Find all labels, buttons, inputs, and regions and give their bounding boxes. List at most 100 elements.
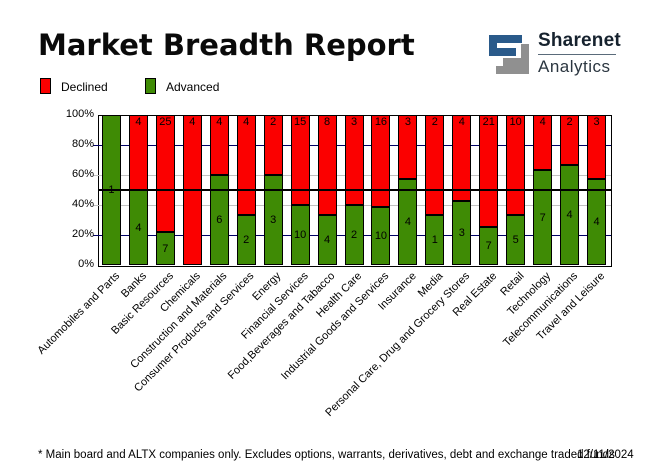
declined-value-label: 2 bbox=[566, 116, 573, 128]
bar-segment-declined bbox=[344, 115, 364, 205]
advanced-value-label: 4 bbox=[566, 209, 573, 221]
logo-line1: Sharenet bbox=[538, 30, 621, 51]
bar-segment-advanced bbox=[209, 175, 229, 265]
advanced-value-label: 2 bbox=[243, 234, 250, 246]
bar-segment-declined bbox=[317, 115, 337, 215]
bar-industrial-goods-and-services: 16 10 bbox=[371, 115, 391, 265]
bar-segment-declined bbox=[452, 115, 472, 201]
bar-segment-advanced bbox=[236, 215, 256, 265]
declined-value-label: 4 bbox=[135, 116, 142, 128]
y-tick-label: 100% bbox=[65, 108, 94, 120]
bar-segment-declined bbox=[560, 115, 580, 165]
logo-divider bbox=[538, 54, 616, 55]
bar-segment-declined bbox=[236, 115, 256, 215]
bar-segment-advanced bbox=[290, 205, 310, 265]
declined-value-label: 2 bbox=[270, 116, 277, 128]
bar-segment-advanced bbox=[479, 227, 499, 265]
declined-value-label: 2 bbox=[431, 116, 438, 128]
advanced-value-label: 4 bbox=[135, 221, 142, 234]
bar-segment-declined bbox=[371, 115, 391, 207]
declined-value-label: 16 bbox=[374, 116, 388, 128]
bar-segment-advanced bbox=[263, 175, 283, 265]
advanced-value-label: 2 bbox=[350, 229, 358, 241]
advanced-value-label: 3 bbox=[270, 214, 277, 226]
footnote-text: * Main board and ALTX companies only. Ex… bbox=[38, 449, 615, 461]
y-tick-label: 80% bbox=[71, 138, 94, 150]
bar-segment-advanced bbox=[533, 170, 553, 265]
bar-segment-advanced bbox=[587, 179, 607, 265]
bar-segment-advanced bbox=[155, 232, 175, 265]
reference-line-50pct bbox=[98, 189, 611, 191]
bar-segment-declined bbox=[155, 115, 175, 232]
advanced-swatch-icon bbox=[145, 78, 156, 94]
bar-segment-advanced bbox=[425, 215, 445, 265]
advanced-value-label: 3 bbox=[458, 227, 465, 239]
bar-segment-declined bbox=[398, 115, 418, 179]
y-tick-label: 60% bbox=[71, 168, 94, 180]
sharenet-logo-icon bbox=[489, 35, 529, 74]
bar-segment-declined bbox=[209, 115, 229, 175]
declined-value-label: 3 bbox=[593, 116, 600, 128]
bar-segment-declined bbox=[479, 115, 499, 227]
bar-segment-advanced bbox=[371, 207, 391, 265]
bar-segment-declined bbox=[533, 115, 553, 170]
declined-swatch-icon bbox=[40, 78, 51, 94]
x-category-label: Automobiles and Parts bbox=[35, 270, 122, 357]
bar-segment-advanced bbox=[317, 215, 337, 265]
declined-value-label: 4 bbox=[458, 116, 465, 128]
advanced-value-label: 1 bbox=[431, 234, 438, 246]
bar-segment-advanced bbox=[506, 215, 526, 265]
advanced-value-label: 7 bbox=[485, 240, 492, 252]
bar-segment-declined bbox=[506, 115, 526, 215]
logo-wordmark: Sharenet Analytics bbox=[538, 30, 621, 77]
sharenet-logo: Sharenet Analytics bbox=[487, 30, 637, 76]
declined-value-label: 15 bbox=[293, 116, 307, 128]
declined-value-label: 4 bbox=[216, 116, 223, 128]
declined-value-label: 4 bbox=[189, 116, 196, 128]
advanced-value-label: 4 bbox=[404, 216, 411, 228]
bar-segment-declined bbox=[587, 115, 607, 179]
logo-line2: Analytics bbox=[538, 57, 611, 76]
bar-segment-declined bbox=[425, 115, 445, 215]
advanced-value-label: 7 bbox=[162, 242, 169, 255]
bar-basic-resources: 25 7 bbox=[155, 115, 175, 265]
advanced-value-label: 7 bbox=[539, 211, 546, 224]
declined-value-label: 21 bbox=[482, 116, 495, 128]
advanced-value-label: 4 bbox=[593, 216, 600, 228]
advanced-value-label: 10 bbox=[293, 229, 307, 241]
y-tick-label: 0% bbox=[78, 258, 94, 270]
y-tick-label: 40% bbox=[71, 198, 94, 210]
declined-value-label: 3 bbox=[350, 116, 358, 128]
legend-label-advanced: Advanced bbox=[166, 80, 220, 94]
y-tick-label: 20% bbox=[71, 228, 94, 240]
declined-value-label: 8 bbox=[323, 116, 331, 128]
advanced-value-label: 6 bbox=[216, 214, 223, 226]
report-date: 12/11/2024 bbox=[577, 449, 634, 461]
bar-segment-advanced bbox=[344, 205, 364, 265]
bar-segment-advanced bbox=[398, 179, 418, 265]
declined-value-label: 25 bbox=[159, 116, 172, 128]
declined-value-label: 10 bbox=[509, 116, 522, 128]
bar-segment-declined bbox=[290, 115, 310, 205]
advanced-value-label: 4 bbox=[323, 234, 331, 246]
bar-segment-advanced bbox=[452, 201, 472, 265]
page-title: Market Breadth Report bbox=[38, 28, 415, 62]
legend-label-declined: Declined bbox=[61, 80, 108, 94]
advanced-value-label: 10 bbox=[374, 230, 388, 242]
advanced-value-label: 5 bbox=[512, 234, 519, 246]
declined-value-label: 4 bbox=[539, 116, 546, 128]
declined-value-label: 3 bbox=[404, 116, 411, 128]
bar-financial-services: 15 10 bbox=[290, 115, 310, 265]
declined-value-label: 4 bbox=[243, 116, 250, 128]
bar-real-estate: 21 7 bbox=[479, 115, 499, 265]
bar-segment-declined bbox=[263, 115, 283, 175]
